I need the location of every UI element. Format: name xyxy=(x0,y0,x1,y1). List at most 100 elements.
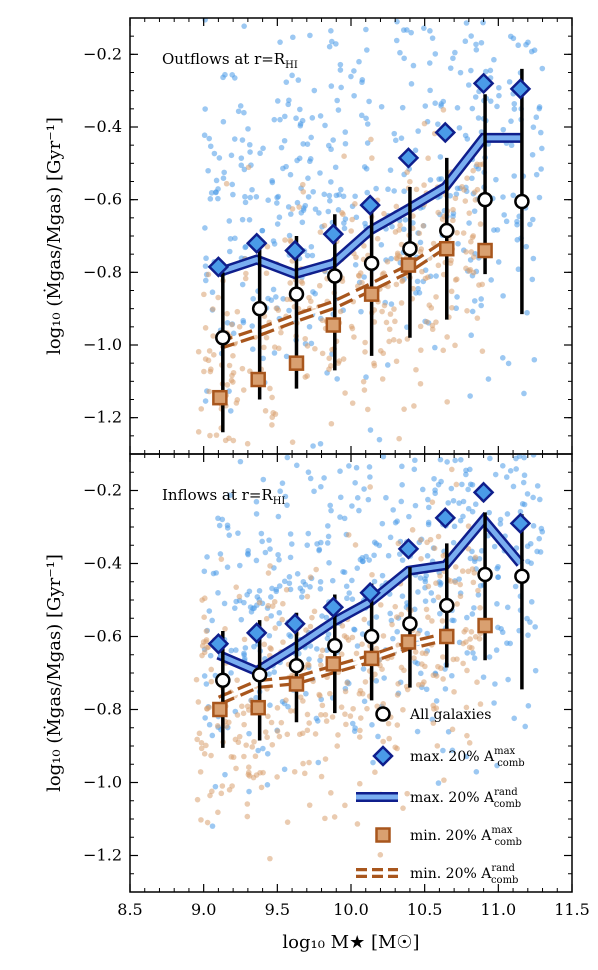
scatter-point-blue xyxy=(450,497,457,504)
scatter-point-blue xyxy=(307,475,314,482)
scatter-point-blue xyxy=(307,32,313,39)
scatter-point-blue xyxy=(371,539,378,546)
panel-title-subscript: HI xyxy=(285,60,298,71)
max-acomb-max-marker xyxy=(397,147,420,169)
scatter-point-blue xyxy=(269,585,275,592)
scatter-point-orange xyxy=(437,573,443,579)
scatter-point-orange xyxy=(364,406,371,413)
scatter-point-blue xyxy=(216,155,223,161)
legend-label: max. 20% Arand comb xyxy=(410,787,521,810)
scatter-point-blue xyxy=(365,496,372,503)
scatter-point-blue xyxy=(201,568,208,575)
scatter-point-orange xyxy=(267,385,273,392)
scatter-point-blue xyxy=(411,466,418,473)
max-acomb-max-marker xyxy=(322,596,345,619)
scatter-point-blue xyxy=(364,189,371,196)
scatter-point-blue xyxy=(205,586,211,592)
scatter-point-orange xyxy=(240,387,247,393)
scatter-point-orange xyxy=(205,271,212,278)
scatter-point-blue xyxy=(469,105,476,112)
scatter-point-blue xyxy=(297,122,304,129)
min-acomb-max-marker xyxy=(400,257,417,273)
scatter-point-orange xyxy=(312,731,319,737)
scatter-point-blue xyxy=(505,676,511,683)
scatter-point-blue xyxy=(495,259,502,265)
scatter-point-orange xyxy=(224,382,231,388)
scatter-point-blue xyxy=(363,115,369,122)
scatter-point-blue xyxy=(253,557,260,564)
scatter-point-blue xyxy=(399,557,406,563)
scatter-point-blue xyxy=(328,507,334,514)
scatter-point-blue xyxy=(521,390,527,397)
scatter-point-orange xyxy=(246,707,252,713)
scatter-point-orange xyxy=(419,650,426,656)
scatter-point-blue xyxy=(298,594,305,600)
scatter-point-blue xyxy=(391,188,397,194)
scatter-point-orange xyxy=(350,705,356,712)
scatter-point-orange xyxy=(362,339,368,346)
scatter-point-orange xyxy=(199,643,206,649)
y-tick-label: −1.2 xyxy=(83,408,122,427)
scatter-point-blue xyxy=(249,186,255,193)
scatter-point-orange xyxy=(307,623,314,630)
scatter-point-blue xyxy=(334,425,340,431)
scatter-point-blue xyxy=(351,92,357,99)
legend-label-text: max. 20% A xyxy=(410,790,495,806)
scatter-point-orange xyxy=(226,362,233,369)
max-acomb-max-marker xyxy=(245,232,268,255)
scatter-point-blue xyxy=(388,255,395,262)
scatter-point-blue xyxy=(468,67,474,74)
scatter-point-orange xyxy=(419,268,425,275)
y-tick-label: −0.2 xyxy=(83,44,122,63)
scatter-point-blue xyxy=(530,124,537,130)
scatter-point-blue xyxy=(274,200,280,206)
scatter-point-blue xyxy=(237,103,244,109)
scatter-point-blue xyxy=(432,344,438,351)
scatter-point-blue xyxy=(268,594,274,600)
scatter-point-blue xyxy=(468,420,474,426)
scatter-point-blue xyxy=(324,540,331,546)
scatter-point-orange xyxy=(386,326,393,333)
scatter-point-orange xyxy=(425,583,432,590)
scatter-point-orange xyxy=(211,352,217,358)
scatter-point-blue xyxy=(421,25,427,31)
scatter-point-orange xyxy=(323,718,330,724)
scatter-point-orange xyxy=(368,136,374,143)
scatter-point-orange xyxy=(468,628,475,635)
scatter-point-orange xyxy=(201,614,207,621)
scatter-point-blue xyxy=(295,77,302,83)
scatter-point-blue xyxy=(471,298,478,304)
scatter-point-blue xyxy=(426,60,433,66)
scatter-point-orange xyxy=(465,523,472,529)
scatter-point-blue xyxy=(412,395,418,401)
scatter-point-orange xyxy=(404,169,410,175)
scatter-point-blue xyxy=(472,94,479,100)
scatter-point-orange xyxy=(479,348,486,354)
scatter-point-blue xyxy=(412,502,419,509)
scatter-point-orange xyxy=(206,388,213,395)
min-acomb-max-marker xyxy=(363,650,380,667)
scatter-point-orange xyxy=(362,679,369,685)
scatter-point-orange xyxy=(263,615,270,622)
scatter-point-blue xyxy=(265,295,271,302)
scatter-point-orange xyxy=(381,210,387,217)
y-tick-label: −0.4 xyxy=(83,117,122,136)
scatter-point-blue xyxy=(226,248,233,255)
scatter-point-blue xyxy=(521,0,527,5)
scatter-point-blue xyxy=(512,435,518,441)
scatter-point-blue xyxy=(394,518,400,525)
scatter-point-blue xyxy=(227,492,233,499)
scatter-point-blue xyxy=(432,487,438,493)
scatter-point-orange xyxy=(223,180,230,187)
scatter-point-orange xyxy=(345,637,352,643)
scatter-point-blue xyxy=(202,225,208,231)
scatter-point-orange xyxy=(302,335,309,342)
scatter-point-blue xyxy=(394,628,401,635)
scatter-point-orange xyxy=(263,334,270,341)
scatter-point-orange xyxy=(369,155,375,161)
scatter-point-blue xyxy=(216,522,223,529)
scatter-point-orange xyxy=(258,784,265,791)
min-acomb-max-marker xyxy=(400,634,417,650)
scatter-point-blue xyxy=(276,214,283,221)
scatter-point-blue xyxy=(463,467,469,474)
